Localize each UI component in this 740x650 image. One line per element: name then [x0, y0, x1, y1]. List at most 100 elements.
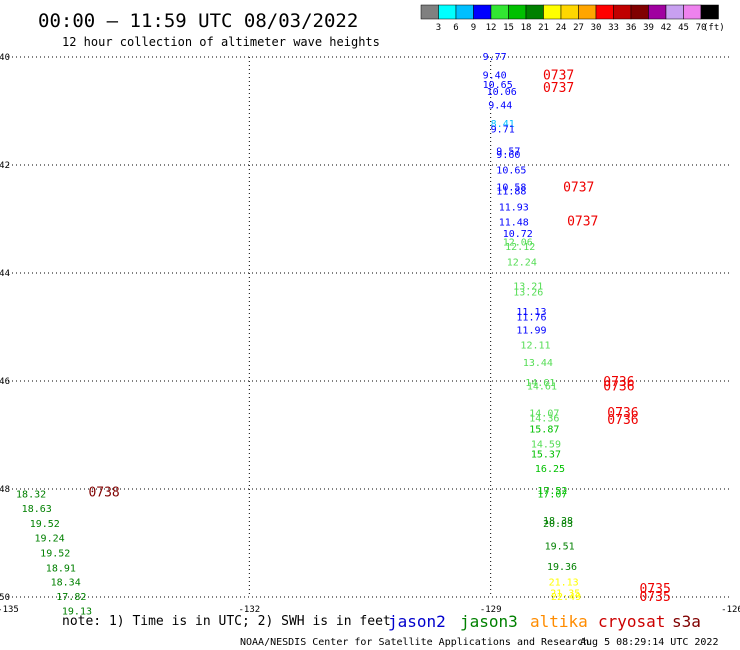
legend-swatch: [595, 4, 614, 20]
legend-swatch: [420, 4, 439, 20]
wave-height-value: 12.24: [507, 258, 537, 269]
wave-height-value: 19.13: [62, 607, 92, 618]
footer-credit: NOAA/NESDIS Center for Satellite Applica…: [240, 637, 589, 648]
y-tick-label: 46: [0, 377, 10, 387]
legend-swatch: [665, 4, 684, 20]
wave-height-value: 22.49: [551, 592, 581, 603]
legend-swatch: [438, 4, 457, 20]
legend-swatch: [508, 4, 527, 20]
wave-height-value: 14.61: [527, 381, 557, 392]
legend-label: 18: [521, 23, 532, 33]
wave-height-value: 21.13: [549, 577, 579, 588]
legend-units: (ft): [703, 23, 725, 33]
chart-title: 00:00 – 11:59 UTC 08/03/2022: [38, 10, 358, 32]
legend-label: 36: [626, 23, 637, 33]
map-grid: [8, 56, 732, 598]
legend-swatch: [473, 4, 492, 20]
satellite-legend-jason3: jason3: [460, 612, 518, 631]
legend-label: 33: [608, 23, 619, 33]
legend-swatch: [578, 4, 597, 20]
wave-height-value: 9.40: [483, 70, 507, 81]
pass-time-label: 0736: [603, 375, 634, 390]
legend-label: 24: [556, 23, 567, 33]
pass-time-label: 0736: [607, 406, 638, 421]
wave-height-value: 12.12: [505, 242, 535, 253]
wave-height-value: 9.71: [491, 124, 515, 135]
pass-time-label: 0736: [603, 379, 634, 394]
legend-label: 15: [503, 23, 514, 33]
footer-timestamp: Aug 5 08:29:14 UTC 2022: [580, 637, 718, 648]
wave-height-value: 12.11: [520, 340, 550, 351]
x-axis-ticks: -135-132-129-126-123-120: [0, 605, 740, 615]
wave-height-value: 11.93: [499, 203, 529, 214]
x-tick-label: -135: [0, 605, 19, 615]
legend-swatch: [700, 4, 719, 20]
color-legend: 3 6 9 12 15 18 21 24 27 30 33 36 39 42 45 70(ft): [420, 4, 725, 33]
legend-label: 6: [453, 23, 458, 33]
wave-height-value: 12.06: [503, 238, 533, 249]
legend-swatch: [490, 4, 509, 20]
wave-height-value: 9.44: [488, 101, 512, 112]
wave-height-value: 13.44: [523, 358, 553, 369]
wave-height-points: 9.779.4010.6510.069.448.419.719.579.6010…: [16, 52, 581, 618]
legend-swatch: [560, 4, 579, 20]
wave-height-value: 10.58: [496, 183, 526, 194]
wave-height-value: 17.07: [537, 489, 567, 500]
wave-height-value: 14.36: [529, 414, 559, 425]
wave-height-value: 9.57: [496, 146, 520, 157]
wave-height-value: 16.25: [535, 464, 565, 475]
pass-time-label: 0737: [543, 68, 574, 83]
wave-height-value: 11.48: [499, 218, 529, 229]
x-tick-label: -129: [480, 605, 502, 615]
legend-swatch: [683, 4, 702, 20]
wave-height-value: 20.83: [543, 519, 573, 530]
wave-height-value: 19.51: [545, 542, 575, 553]
pass-time-label: 0737: [543, 81, 574, 96]
wave-height-value: 18.38: [543, 516, 573, 527]
legend-label: 45: [678, 23, 689, 33]
wave-height-value: 18.63: [22, 504, 52, 515]
legend-swatch: [613, 4, 632, 20]
legend-swatch: [455, 4, 474, 20]
y-tick-label: 40: [0, 53, 10, 63]
wave-height-value: 18.32: [16, 489, 46, 500]
legend-swatch: [543, 4, 562, 20]
legend-label: 39: [643, 23, 654, 33]
wave-height-value: 19.52: [30, 519, 60, 530]
wave-height-value: 15.37: [531, 449, 561, 460]
legend-label: 12: [486, 23, 497, 33]
pass-time-label: 0737: [567, 215, 598, 230]
wave-height-value: 17.52: [537, 486, 567, 497]
wave-height-value: 10.65: [496, 165, 526, 176]
wave-height-value: 9.60: [496, 150, 520, 161]
wave-height-value: 14.61: [525, 378, 555, 389]
pass-time-labels: 0737073707370737073607360736073607350735…: [88, 68, 670, 605]
x-tick-label: -126: [721, 605, 740, 615]
legend-label: 42: [661, 23, 672, 33]
wave-height-value: 11.13: [516, 307, 546, 318]
legend-label: 9: [471, 23, 476, 33]
wave-height-value: 8.41: [491, 119, 515, 130]
legend-swatch: [648, 4, 667, 20]
wave-height-value: 19.24: [35, 534, 65, 545]
legend-label: 3: [436, 23, 441, 33]
wave-height-value: 10.65: [483, 80, 513, 91]
y-tick-label: 42: [0, 161, 10, 171]
footer-note: note: 1) Time is in UTC; 2) SWH is in fe…: [62, 614, 391, 629]
wave-height-value: 14.07: [529, 408, 559, 419]
wave-height-value: 17.82: [56, 592, 86, 603]
legend-label: 70: [696, 23, 707, 33]
wave-height-value: 13.26: [513, 287, 543, 298]
legend-swatch: [630, 4, 649, 20]
wave-height-value: 19.52: [40, 549, 70, 560]
pass-time-label: 0738: [88, 486, 119, 501]
wave-height-value: 15.87: [529, 425, 559, 436]
satellite-legend-s3a: s3a: [672, 612, 701, 631]
pass-time-label: 0736: [607, 413, 638, 428]
satellite-legend-cryosat: cryosat: [598, 612, 665, 631]
wave-height-value: 14.59: [531, 440, 561, 451]
wave-height-value: 11.88: [496, 186, 526, 197]
y-axis-ticks: 40 42 44 46 48 50: [0, 53, 10, 603]
satellite-legend-altika: altika: [530, 612, 588, 631]
